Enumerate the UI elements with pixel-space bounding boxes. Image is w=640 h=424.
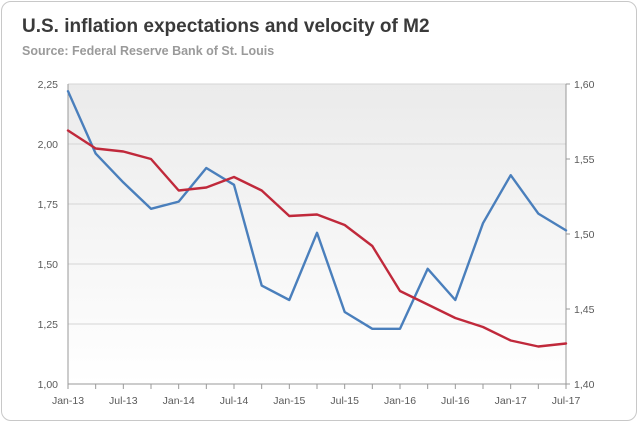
left-axis-tick-label: 2,25 bbox=[38, 79, 59, 91]
chart-source: Source: Federal Reserve Bank of St. Loui… bbox=[22, 44, 275, 58]
left-axis-tick-label: 1,25 bbox=[38, 319, 59, 331]
x-axis-tick-label: Jan-16 bbox=[384, 395, 416, 407]
series-line-velocity-m2 bbox=[66, 129, 568, 348]
x-axis-tick-label: Jul-14 bbox=[220, 395, 249, 407]
right-axis-tick-label: 1,40 bbox=[574, 379, 595, 391]
x-axis-tick-label: Jan-13 bbox=[52, 395, 84, 407]
x-axis-tick-label: Jul-16 bbox=[441, 395, 470, 407]
x-axis-tick-label: Jul-15 bbox=[330, 395, 359, 407]
x-axis-tick-label: Jan-14 bbox=[163, 395, 195, 407]
left-axis-tick-label: 1,75 bbox=[38, 199, 59, 211]
x-axis-tick-label: Jan-15 bbox=[273, 395, 305, 407]
right-axis-tick-label: 1,60 bbox=[574, 79, 595, 91]
x-axis-tick-label: Jul-13 bbox=[109, 395, 138, 407]
left-axis-tick-label: 2,00 bbox=[38, 139, 59, 151]
right-axis-tick-label: 1,50 bbox=[574, 229, 595, 241]
x-axis-tick-label: Jan-17 bbox=[495, 395, 527, 407]
right-axis-tick-label: 1,45 bbox=[574, 304, 595, 316]
left-axis-tick-label: 1,00 bbox=[38, 379, 59, 391]
x-axis-tick-label: Jul-17 bbox=[552, 395, 581, 407]
series-line-inflation-expectations bbox=[66, 89, 568, 330]
left-axis-tick-label: 1,50 bbox=[38, 259, 59, 271]
right-axis-tick-label: 1,55 bbox=[574, 154, 595, 166]
chart-title: U.S. inflation expectations and velocity… bbox=[22, 16, 430, 37]
